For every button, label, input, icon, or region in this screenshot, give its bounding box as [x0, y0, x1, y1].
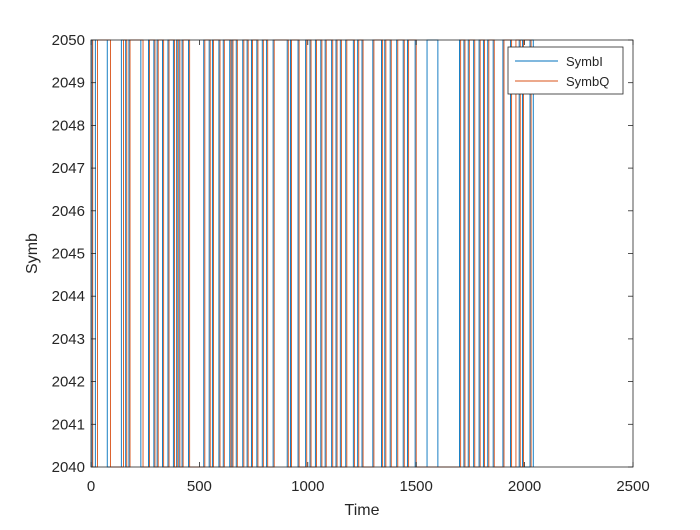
- y-tick-label: 2042: [52, 374, 85, 391]
- x-tick-label: 1500: [400, 478, 433, 495]
- y-tick-label: 2046: [52, 203, 85, 220]
- legend-label-symbq: SymbQ: [566, 74, 609, 89]
- x-axis-label: Time: [345, 502, 380, 519]
- y-tick-label: 2050: [52, 32, 85, 49]
- x-tick-label: 2000: [508, 478, 541, 495]
- series-line-symbq: [92, 39, 532, 468]
- x-tick-label: 2500: [616, 478, 649, 495]
- legend: SymbI SymbQ: [507, 46, 624, 95]
- legend-label-symbi: SymbI: [566, 54, 603, 69]
- x-tick-label: 0: [87, 478, 95, 495]
- y-tick-label: 2044: [52, 288, 85, 305]
- y-tick-label: 2047: [52, 160, 85, 177]
- series-symbq: [92, 39, 532, 468]
- y-tick-label: 2048: [52, 117, 85, 134]
- x-tick-label: 500: [187, 478, 212, 495]
- y-tick-label: 2040: [52, 459, 85, 476]
- y-tick-label: 2041: [52, 416, 85, 433]
- y-tick-label: 2045: [52, 246, 85, 263]
- legend-box: [507, 46, 624, 95]
- x-tick-label: 1000: [291, 478, 324, 495]
- y-tick-label: 2043: [52, 331, 85, 348]
- y-axis-label: Symb: [24, 233, 41, 274]
- y-tick-label: 2049: [52, 75, 85, 92]
